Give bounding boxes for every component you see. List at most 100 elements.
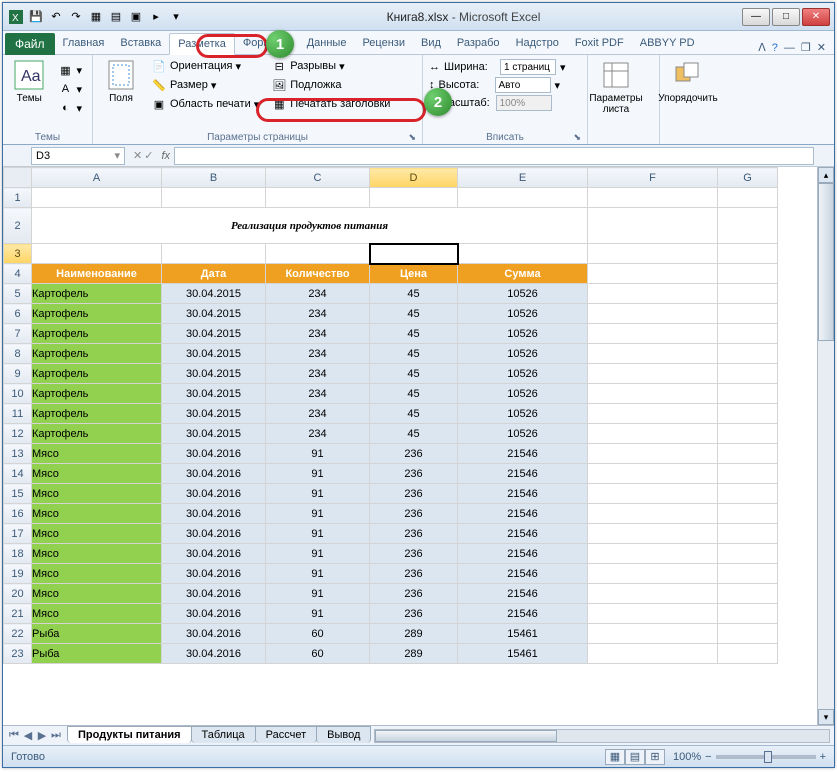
- col-header-E[interactable]: E: [458, 168, 588, 188]
- data-cell-r18-c0[interactable]: Мясо: [32, 544, 162, 564]
- cell-F6[interactable]: [588, 304, 718, 324]
- formula-input[interactable]: [174, 147, 814, 165]
- qat-icon-2[interactable]: ▤: [107, 8, 125, 26]
- data-cell-r17-c2[interactable]: 91: [266, 524, 370, 544]
- title-cell[interactable]: Реализация продуктов питания: [32, 208, 588, 244]
- data-cell-r12-c0[interactable]: Картофель: [32, 424, 162, 444]
- table-header-0[interactable]: Наименование: [32, 264, 162, 284]
- data-cell-r17-c1[interactable]: 30.04.2016: [162, 524, 266, 544]
- minimize-ribbon-icon[interactable]: ᐱ: [758, 41, 766, 54]
- sheet-tab-2[interactable]: Рассчет: [255, 726, 318, 743]
- ribbon-tab-9[interactable]: Foxit PDF: [567, 33, 632, 54]
- row-header-9[interactable]: 9: [4, 364, 32, 384]
- data-cell-r16-c3[interactable]: 236: [370, 504, 458, 524]
- cell-B3[interactable]: [162, 244, 266, 264]
- cell-F5[interactable]: [588, 284, 718, 304]
- data-cell-r7-c0[interactable]: Картофель: [32, 324, 162, 344]
- table-header-1[interactable]: Дата: [162, 264, 266, 284]
- data-cell-r20-c1[interactable]: 30.04.2016: [162, 584, 266, 604]
- view-normal-icon[interactable]: ▦: [605, 749, 625, 765]
- data-cell-r22-c2[interactable]: 60: [266, 624, 370, 644]
- ribbon-tab-10[interactable]: ABBYY PD: [632, 33, 703, 54]
- col-header-A[interactable]: A: [32, 168, 162, 188]
- row-header-22[interactable]: 22: [4, 624, 32, 644]
- cell-F10[interactable]: [588, 384, 718, 404]
- data-cell-r19-c1[interactable]: 30.04.2016: [162, 564, 266, 584]
- data-cell-r5-c2[interactable]: 234: [266, 284, 370, 304]
- data-cell-r22-c4[interactable]: 15461: [458, 624, 588, 644]
- cell-G23[interactable]: [718, 644, 778, 664]
- scroll-down-icon[interactable]: ▾: [818, 709, 834, 725]
- data-cell-r18-c4[interactable]: 21546: [458, 544, 588, 564]
- data-cell-r13-c4[interactable]: 21546: [458, 444, 588, 464]
- vscroll-thumb[interactable]: [818, 183, 834, 341]
- row-header-13[interactable]: 13: [4, 444, 32, 464]
- data-cell-r5-c1[interactable]: 30.04.2015: [162, 284, 266, 304]
- data-cell-r12-c1[interactable]: 30.04.2015: [162, 424, 266, 444]
- data-cell-r13-c3[interactable]: 236: [370, 444, 458, 464]
- row-header-10[interactable]: 10: [4, 384, 32, 404]
- cell-G18[interactable]: [718, 544, 778, 564]
- cell-G20[interactable]: [718, 584, 778, 604]
- page-setup-launcher-icon[interactable]: ⬊: [408, 132, 416, 143]
- scale-launcher-icon[interactable]: ⬊: [573, 132, 581, 143]
- size-button[interactable]: 📏Размер ▾: [147, 76, 263, 94]
- data-cell-r7-c2[interactable]: 234: [266, 324, 370, 344]
- breaks-button[interactable]: ⊟Разрывы ▾: [267, 57, 394, 75]
- row-header-11[interactable]: 11: [4, 404, 32, 424]
- save-icon[interactable]: 💾: [27, 8, 45, 26]
- arrange-button[interactable]: Упорядочить: [666, 57, 710, 106]
- col-header-D[interactable]: D: [370, 168, 458, 188]
- data-cell-r22-c0[interactable]: Рыба: [32, 624, 162, 644]
- orientation-button[interactable]: 📄Ориентация ▾: [147, 57, 263, 75]
- cell-B1[interactable]: [162, 188, 266, 208]
- mdi-minimize-icon[interactable]: —: [784, 42, 795, 54]
- row-header-2[interactable]: 2: [4, 208, 32, 244]
- data-cell-r21-c0[interactable]: Мясо: [32, 604, 162, 624]
- data-cell-r6-c3[interactable]: 45: [370, 304, 458, 324]
- zoom-in-icon[interactable]: +: [820, 751, 826, 763]
- horizontal-scrollbar[interactable]: [374, 729, 830, 743]
- cell-G15[interactable]: [718, 484, 778, 504]
- data-cell-r17-c0[interactable]: Мясо: [32, 524, 162, 544]
- themes-button[interactable]: Aa Темы: [9, 57, 49, 106]
- data-cell-r19-c2[interactable]: 91: [266, 564, 370, 584]
- data-cell-r23-c0[interactable]: Рыба: [32, 644, 162, 664]
- data-cell-r12-c2[interactable]: 234: [266, 424, 370, 444]
- cell-D1[interactable]: [370, 188, 458, 208]
- cell-F4[interactable]: [588, 264, 718, 284]
- data-cell-r5-c0[interactable]: Картофель: [32, 284, 162, 304]
- data-cell-r19-c0[interactable]: Мясо: [32, 564, 162, 584]
- cell-G6[interactable]: [718, 304, 778, 324]
- data-cell-r7-c3[interactable]: 45: [370, 324, 458, 344]
- data-cell-r8-c0[interactable]: Картофель: [32, 344, 162, 364]
- sheet-scroll[interactable]: ABCDEFG12Реализация продуктов питания34Н…: [3, 167, 817, 725]
- data-cell-r8-c2[interactable]: 234: [266, 344, 370, 364]
- data-cell-r10-c0[interactable]: Картофель: [32, 384, 162, 404]
- cell-G7[interactable]: [718, 324, 778, 344]
- zoom-out-icon[interactable]: −: [705, 751, 711, 763]
- cell-D3[interactable]: [370, 244, 458, 264]
- data-cell-r23-c4[interactable]: 15461: [458, 644, 588, 664]
- sheet-tab-0[interactable]: Продукты питания: [67, 726, 192, 743]
- col-header-G[interactable]: G: [718, 168, 778, 188]
- qat-icon-4[interactable]: ▸: [147, 8, 165, 26]
- margins-button[interactable]: Поля: [99, 57, 143, 106]
- cell-G2[interactable]: [718, 208, 778, 244]
- file-tab[interactable]: Файл: [5, 33, 55, 55]
- cell-G17[interactable]: [718, 524, 778, 544]
- row-header-8[interactable]: 8: [4, 344, 32, 364]
- cell-G14[interactable]: [718, 464, 778, 484]
- cell-A1[interactable]: [32, 188, 162, 208]
- view-layout-icon[interactable]: ▤: [625, 749, 645, 765]
- cell-F8[interactable]: [588, 344, 718, 364]
- cell-F21[interactable]: [588, 604, 718, 624]
- data-cell-r13-c1[interactable]: 30.04.2016: [162, 444, 266, 464]
- row-header-14[interactable]: 14: [4, 464, 32, 484]
- data-cell-r11-c2[interactable]: 234: [266, 404, 370, 424]
- data-cell-r15-c2[interactable]: 91: [266, 484, 370, 504]
- data-cell-r17-c4[interactable]: 21546: [458, 524, 588, 544]
- maximize-button[interactable]: □: [772, 8, 800, 26]
- cell-F9[interactable]: [588, 364, 718, 384]
- cell-G10[interactable]: [718, 384, 778, 404]
